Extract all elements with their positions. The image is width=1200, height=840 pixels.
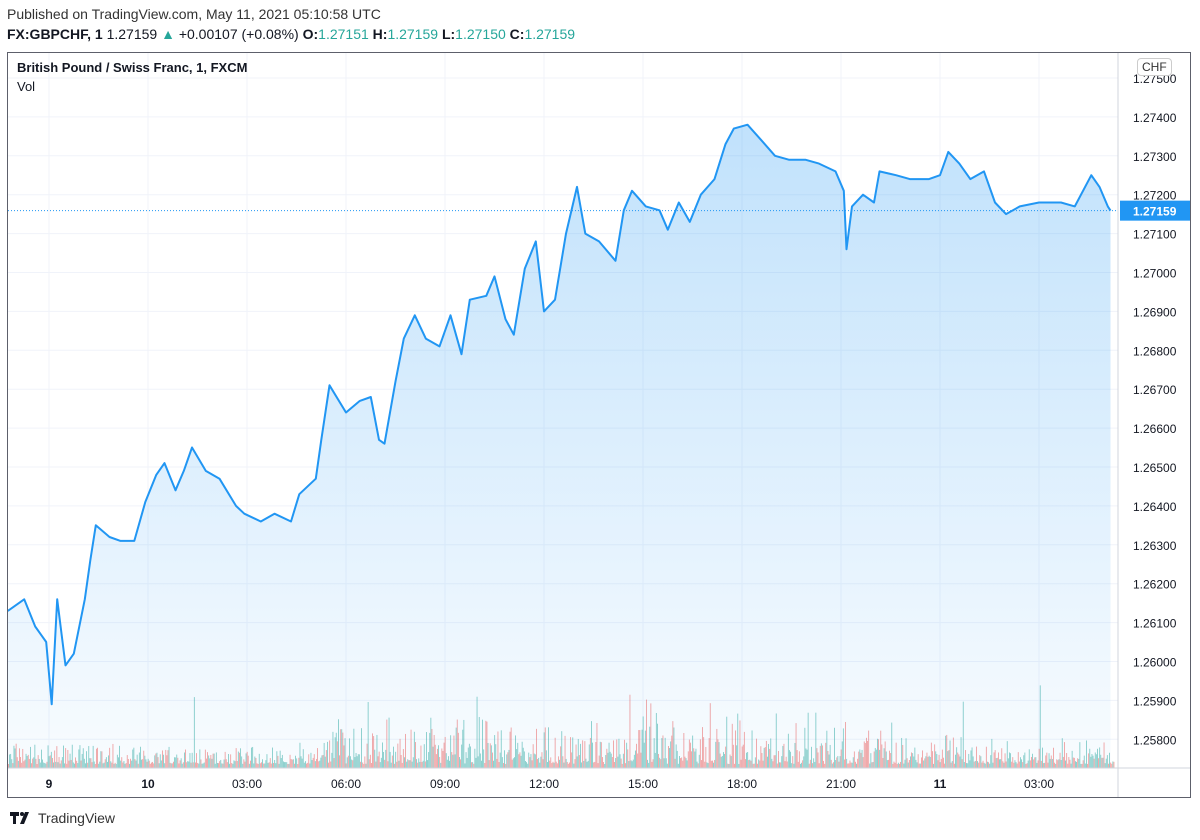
last-price-label: 1.27159: [1133, 205, 1177, 219]
volume-bar: [1112, 761, 1114, 768]
brand-name: TradingView: [38, 810, 116, 826]
x-tick-label: 21:00: [826, 777, 856, 791]
y-tick-label: 1.27000: [1133, 267, 1177, 281]
x-tick-label: 03:00: [232, 777, 262, 791]
low-value: 1.27150: [455, 26, 506, 42]
y-tick-label: 1.26200: [1133, 578, 1177, 592]
y-tick-label: 1.26600: [1133, 422, 1177, 436]
legend-title: British Pound / Swiss Franc, 1, FXCM: [17, 60, 248, 75]
y-tick-label: 1.27300: [1133, 150, 1177, 164]
high-value: 1.27159: [387, 26, 439, 42]
y-tick-label: 1.26400: [1133, 500, 1177, 514]
tradingview-logo[interactable]: TradingView: [10, 810, 115, 826]
chart-frame: [7, 52, 1191, 798]
price-line: [7, 123, 1112, 706]
y-tick-label: 1.25800: [1133, 733, 1177, 747]
x-tick-label: 03:00: [1024, 777, 1054, 791]
volume-bar: [1110, 762, 1112, 768]
y-tick-label: 1.26800: [1133, 344, 1177, 358]
x-tick-label: 11: [934, 777, 947, 791]
close-label: C:: [509, 26, 525, 42]
x-tick-label: 06:00: [331, 777, 361, 791]
x-tick-label: 9: [46, 777, 53, 791]
x-tick-label: 10: [141, 777, 155, 791]
symbol-info: FX:GBPCHF, 1 1.27159 ▲ +0.00107 (+0.08%)…: [7, 26, 575, 42]
volume-legend: Vol: [17, 79, 36, 94]
close-value: 1.27159: [524, 26, 576, 42]
tradingview-logo-icon: [10, 812, 29, 824]
open-value: 1.27151: [318, 26, 369, 42]
high-label: H:: [372, 26, 388, 42]
volume-bar: [1113, 761, 1115, 768]
x-tick-label: 18:00: [727, 777, 757, 791]
price-area-fill: [7, 124, 1111, 768]
price-change: +0.00107 (+0.08%): [178, 26, 299, 42]
last-price: 1.27159: [106, 26, 158, 42]
y-tick-label: 1.26100: [1133, 617, 1177, 631]
y-tick-label: 1.26000: [1133, 656, 1177, 670]
y-tick-label: 1.26500: [1133, 461, 1177, 475]
published-caption: Published on TradingView.com, May 11, 20…: [7, 6, 381, 22]
y-tick-label: 1.26300: [1133, 539, 1177, 553]
x-tick-label: 09:00: [430, 777, 460, 791]
symbol: FX:GBPCHF, 1: [7, 26, 103, 42]
volume-bar: [1111, 763, 1113, 768]
y-tick-label: 1.27200: [1133, 189, 1177, 203]
x-tick-label: 12:00: [529, 777, 559, 791]
open-label: O:: [302, 26, 319, 42]
last-price-marker: [1120, 200, 1190, 221]
y-tick-label: 1.26700: [1133, 383, 1177, 397]
currency-badge[interactable]: CHF: [1137, 58, 1172, 76]
x-tick-label: 15:00: [628, 777, 658, 791]
low-label: L:: [441, 26, 456, 42]
y-tick-label: 1.27400: [1133, 111, 1177, 125]
y-tick-label: 1.27100: [1133, 228, 1177, 242]
y-tick-label: 1.25900: [1133, 694, 1177, 708]
y-tick-label: 1.26900: [1133, 305, 1177, 319]
triangle-up-icon: ▲: [161, 26, 175, 42]
